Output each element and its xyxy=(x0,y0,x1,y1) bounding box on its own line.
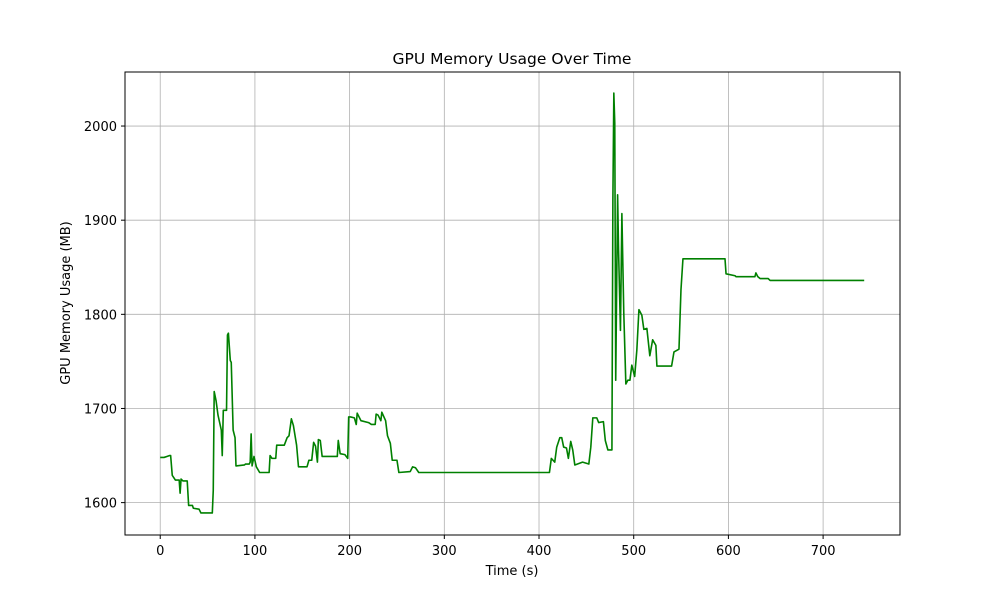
axes-frame xyxy=(124,71,901,536)
plot-area: 0 100 200 300 400 500 600 700 1600 1700 1800 1900 20… xyxy=(84,71,901,559)
x-tick-label: 200 xyxy=(337,544,362,559)
x-tick-label: 0 xyxy=(156,544,164,559)
data-line xyxy=(160,92,865,514)
x-tick-label: 400 xyxy=(527,544,552,559)
y-tick-label: 1700 xyxy=(84,402,117,417)
y-tick-label: 1600 xyxy=(84,497,117,512)
y-tick-label: 1800 xyxy=(84,308,117,323)
x-axis-label: Time (s) xyxy=(485,564,539,579)
y-axis-label: GPU Memory Usage (MB) xyxy=(59,221,74,384)
x-tick-label: 100 xyxy=(243,544,268,559)
chart-title: GPU Memory Usage Over Time xyxy=(393,50,632,68)
x-tick-label: 600 xyxy=(716,544,741,559)
y-tick-label: 1900 xyxy=(84,214,117,229)
y-tick-label: 2000 xyxy=(84,120,117,135)
x-tick-label: 700 xyxy=(811,544,836,559)
x-tick-label: 300 xyxy=(432,544,457,559)
x-tick-label: 500 xyxy=(621,544,646,559)
